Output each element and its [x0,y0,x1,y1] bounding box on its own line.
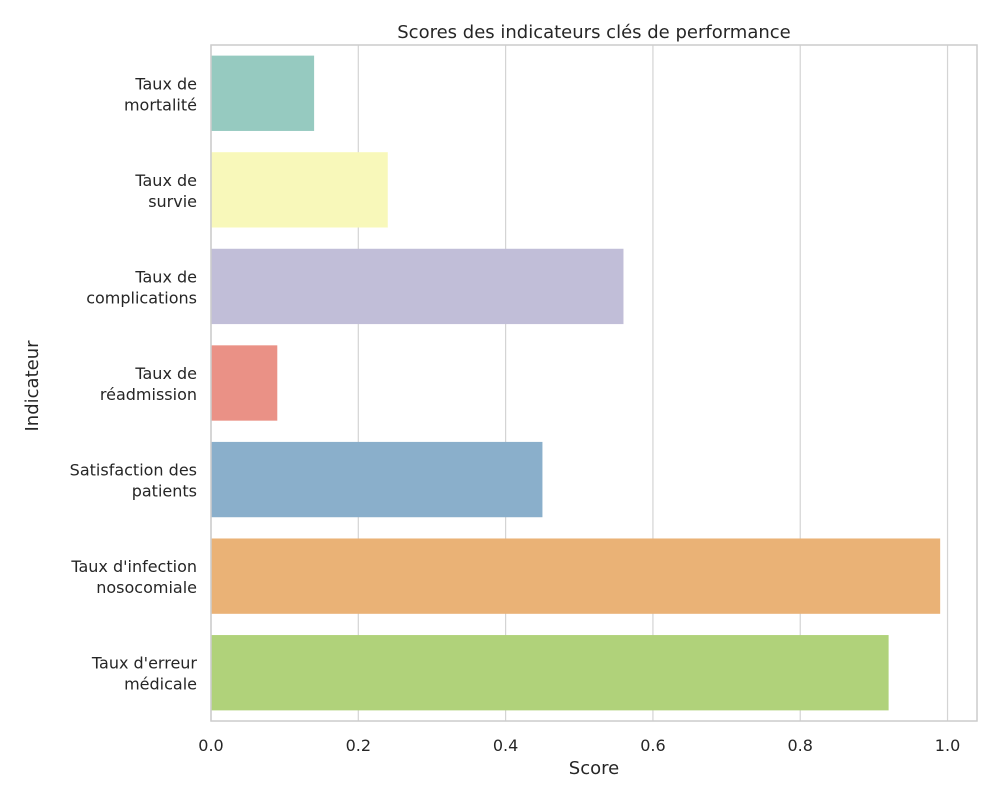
y-tick-label-line: Taux d'erreur [91,654,198,673]
y-tick-label: Taux de mortalité [124,74,197,114]
bar [211,538,941,614]
x-axis-label: Score [569,758,619,779]
y-axis-label: Indicateur [22,340,43,432]
y-tick-label: Taux d'infection nosocomiale [70,557,197,597]
bar [211,441,543,518]
x-tick-label: 1.0 [935,736,960,755]
y-tick-label-line: Satisfaction des [70,461,197,480]
y-tick-label-line: Taux de [134,364,197,383]
y-tick-label-line: réadmission [100,385,197,404]
bar [211,152,388,228]
y-tick-label: Satisfaction des patients [70,461,197,501]
y-tick-label-line: patients [132,482,197,501]
bar [211,345,278,421]
bar [211,635,889,711]
grid-lines [210,45,949,721]
x-tick-label: 0.8 [788,736,813,755]
y-tick-label-line: Taux de [134,171,197,190]
y-tick-label-line: médicale [124,675,197,694]
chart-title: Scores des indicateurs clés de performan… [397,22,791,43]
bar [211,248,624,325]
y-tick-label: Taux de complications [86,267,197,307]
bar [211,55,315,131]
y-tick-label-line: complications [86,288,197,307]
bars [211,55,941,711]
y-tick-label: Taux de survie [134,171,197,211]
y-tick-label-line: nosocomiale [96,578,197,597]
y-tick-label-line: Taux de [134,267,197,286]
y-tick-label: Taux de réadmission [100,364,197,404]
x-tick-label: 0.6 [640,736,665,755]
y-tick-label-line: mortalité [124,95,197,114]
x-tick-label: 0.4 [493,736,518,755]
y-tick-label: Taux d'erreur médicale [91,654,198,694]
x-tick-label: 0.0 [198,736,223,755]
y-tick-label-line: survie [148,192,197,211]
y-tick-label-line: Taux de [134,74,197,93]
y-tick-labels: Taux de mortalité Taux de survie Taux de comp… [70,74,198,693]
x-tick-label: 0.2 [346,736,371,755]
y-tick-label-line: Taux d'infection [70,557,197,576]
plot-frame [210,44,978,722]
x-tick-labels: 0.0 0.2 0.4 0.6 0.8 1.0 [198,736,960,755]
